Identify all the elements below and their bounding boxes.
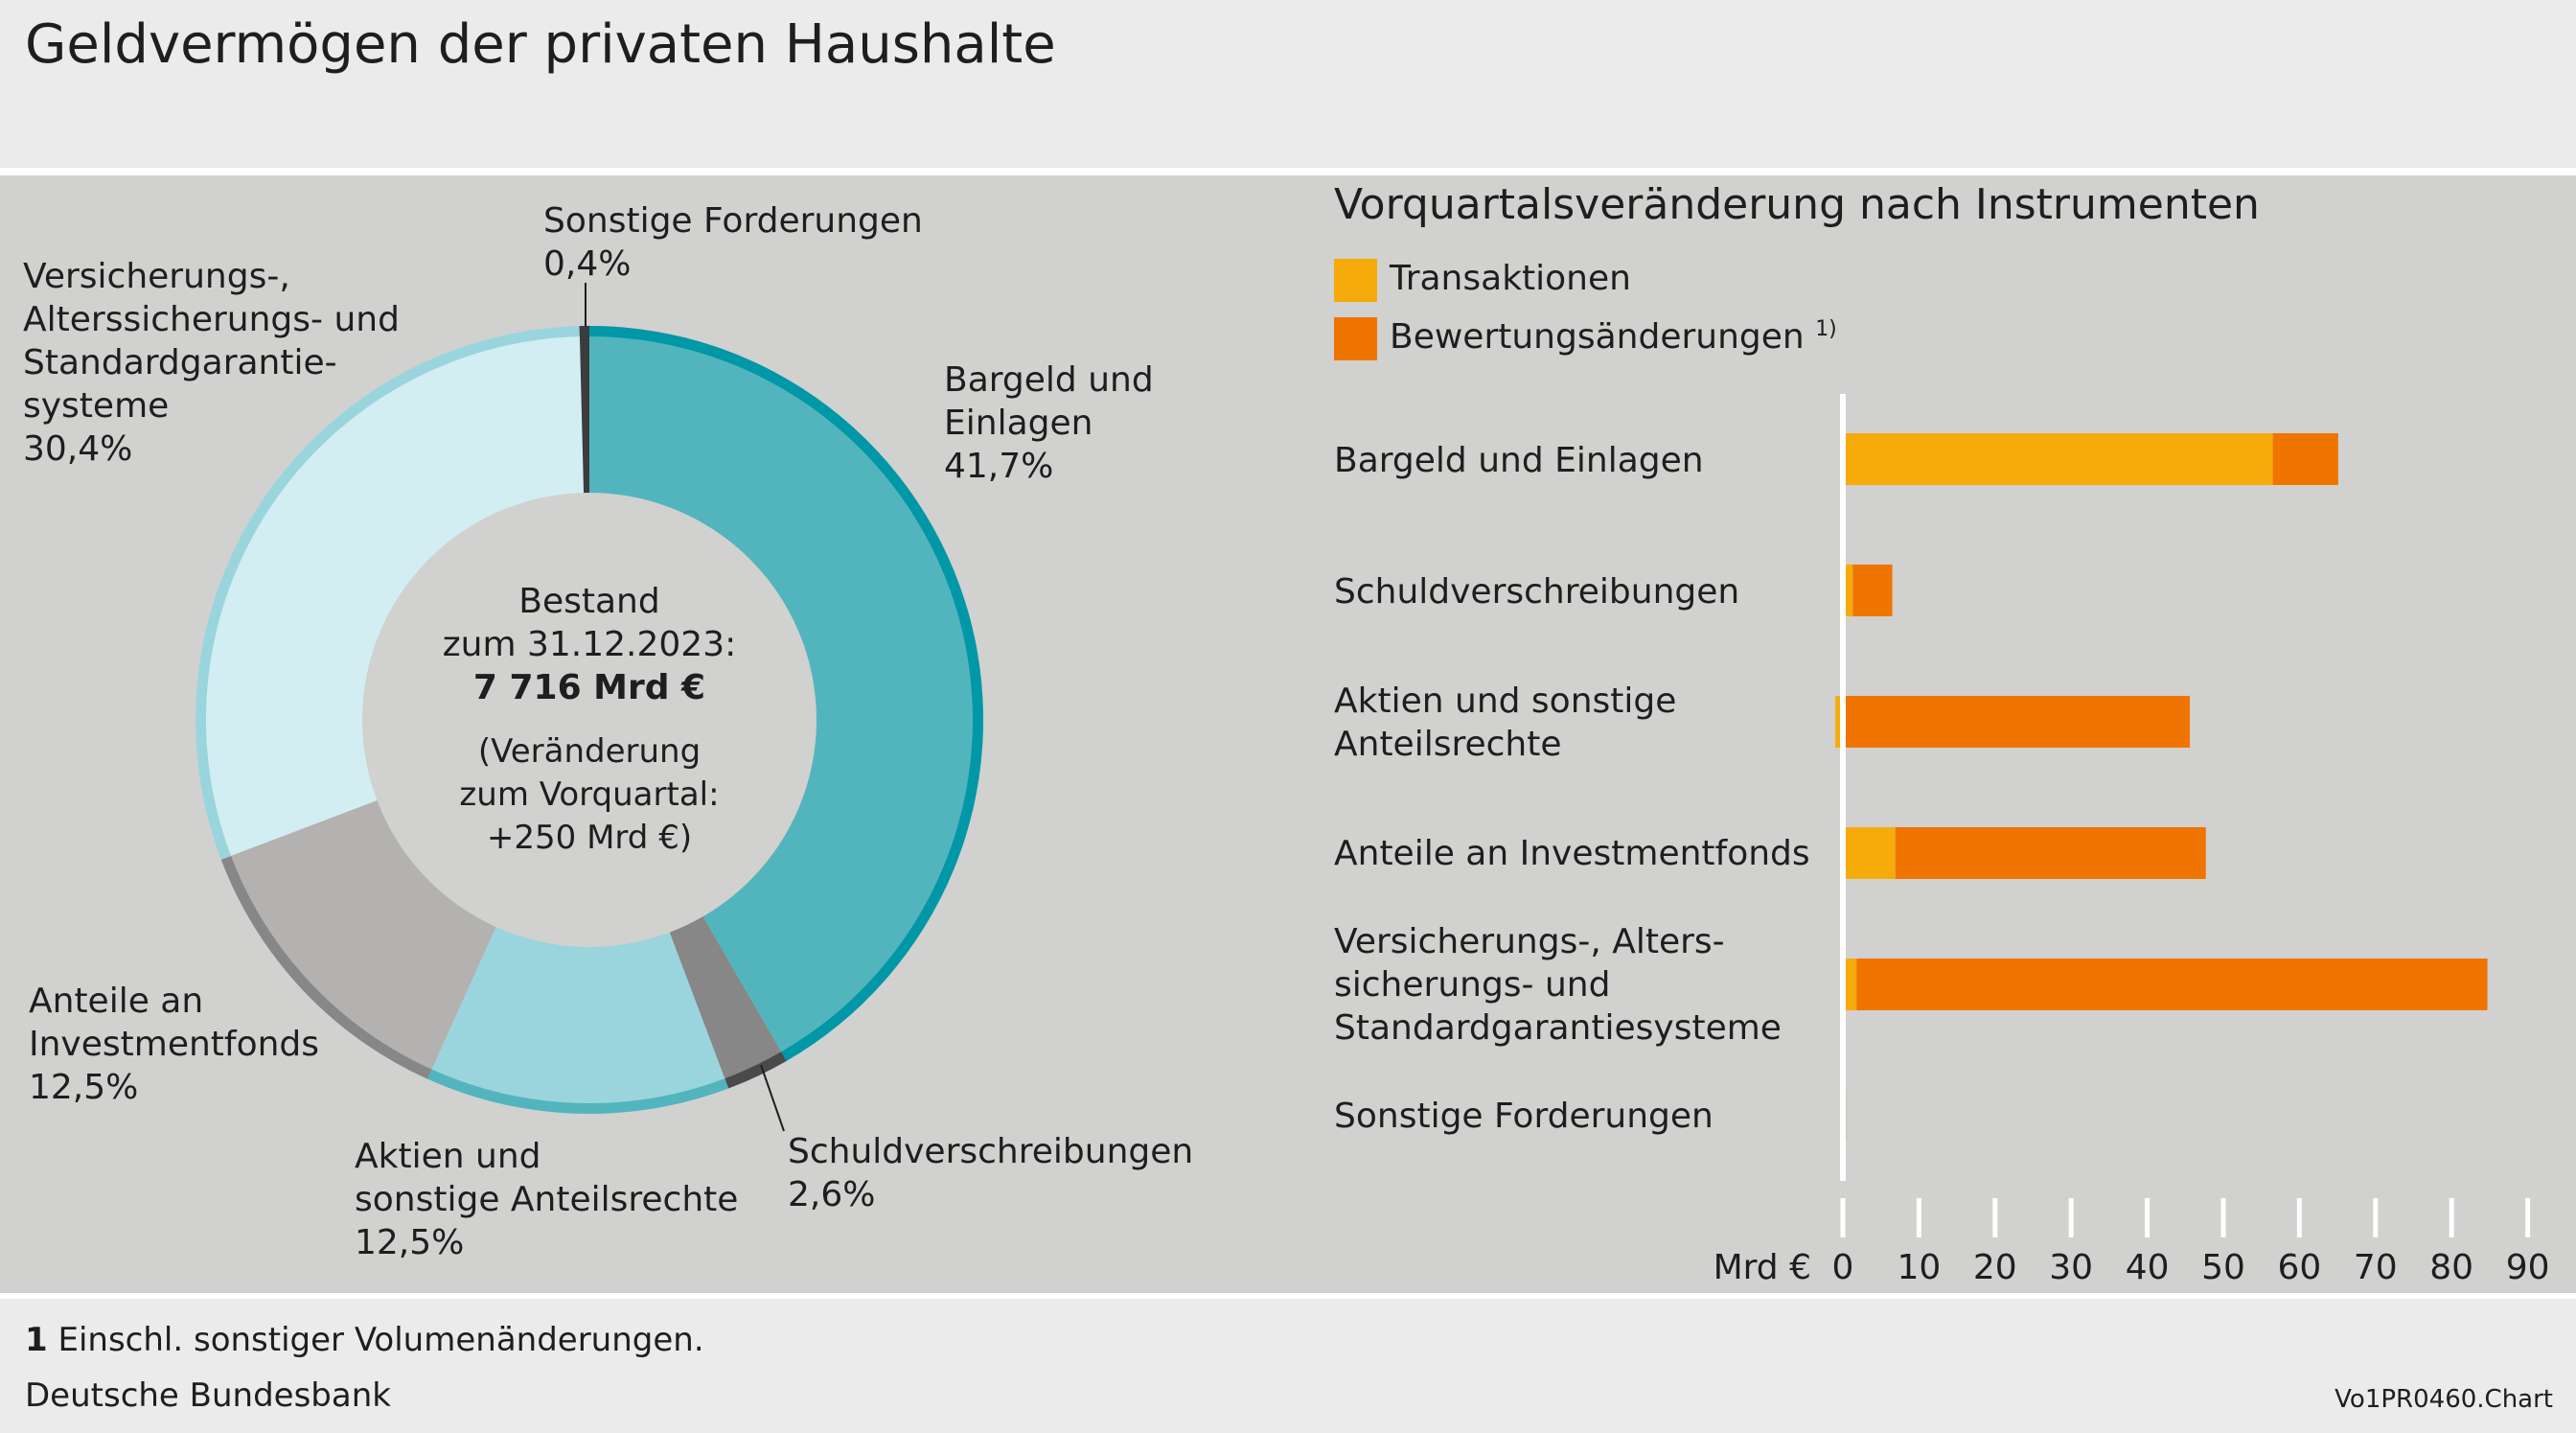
bar-transaktionen [1835,696,1843,748]
category-label: Sonstige Forderungen [1334,1096,1714,1136]
x-tick-label: 0 [1831,1248,1854,1287]
page-title: Geldvermögen der privaten Haushalte [25,13,1056,76]
x-tick-label: 60 [2277,1248,2322,1287]
label-schuldverschreibungen: Schuldverschreibungen 2,6% [788,1132,1194,1214]
donut-center-text: Bestand zum 31.12.2023: 7 716 Mrd € (Ver… [442,582,737,857]
x-tick [2525,1198,2531,1237]
label-aktien: Aktien und sonstige Anteilsrechte 12,5% [355,1137,739,1262]
donut-slice-ring [579,326,589,337]
x-tick [2220,1198,2226,1237]
donut-slice [220,800,496,1079]
x-tick [2373,1198,2379,1237]
category-label: Schuldverschreibungen [1334,571,1740,612]
label-sonstige: Sonstige Forderungen 0,4% [543,201,923,284]
category-label: Versicherungs-, Alters-sicherungs- und St… [1334,921,1782,1048]
bar-transaktionen [1843,959,1857,1010]
donut-slice-ring [724,1052,787,1089]
label-bargeld: Bargeld und Einlagen 41,7% [944,360,1154,486]
donut-slice-ring [427,1069,729,1114]
bar-bewertung [1852,565,1893,616]
donut-slice [589,326,983,1061]
bar-bewertung [1843,696,2191,748]
x-tick-label: 10 [1897,1248,1942,1287]
donut-chart [196,283,983,1132]
bar-bewertung [1856,959,2488,1010]
bar-bewertung [2272,433,2338,485]
x-tick-label: 90 [2505,1248,2550,1287]
category-label: Bargeld und Einlagen [1334,440,1704,480]
donut-slice [669,916,787,1089]
x-tick [1992,1198,1998,1237]
zero-line [1840,394,1846,1181]
bar-transaktionen [1843,827,1896,879]
x-tick [2296,1198,2302,1237]
donut-slice [427,927,729,1114]
bar-transaktionen [1843,565,1853,616]
x-axis-label: Mrd € [1713,1248,1811,1287]
x-tick-label: 20 [1972,1248,2017,1287]
leader-line [760,1064,785,1132]
legend-transaktionen: Transaktionen [1390,259,1631,298]
x-tick-label: 30 [2049,1248,2094,1287]
donut-slice [196,326,585,860]
category-label: Anteile an Investmentfonds [1334,833,1810,873]
bar-bewertung [1895,827,2206,879]
x-tick-label: 50 [2201,1248,2245,1287]
x-tick-label: 80 [2429,1248,2474,1287]
bar-chart-title: Vorquartalsveränderung nach Instrumenten [1334,180,2260,229]
label-versicherung: Versicherungs-, Alterssicherungs- und Stan… [23,257,400,469]
category-label: Aktien und sonstige Anteilsrechte [1334,682,1677,764]
x-tick-label: 70 [2353,1248,2398,1287]
donut-slice [579,326,589,494]
legend-bewertung: Bewertungsänderungen 1) [1390,317,1837,357]
legend-swatch-bewertung [1334,317,1377,360]
x-tick-label: 40 [2125,1248,2170,1287]
x-tick [1840,1198,1846,1237]
footnote: 1 Einschl. sonstiger Volumenänderungen. [25,1321,704,1359]
bar-chart [1835,394,2531,1237]
x-tick [2449,1198,2454,1237]
chart-code: Vo1PR0460.Chart [2334,1385,2553,1414]
legend-swatch-transaktionen [1334,259,1377,302]
label-investmentfonds: Anteile an Investmentfonds 12,5% [29,982,320,1107]
source: Deutsche Bundesbank [25,1376,391,1415]
x-tick [1916,1198,1921,1237]
bar-transaktionen [1843,433,2273,485]
x-tick [2145,1198,2150,1237]
x-tick [2068,1198,2074,1237]
